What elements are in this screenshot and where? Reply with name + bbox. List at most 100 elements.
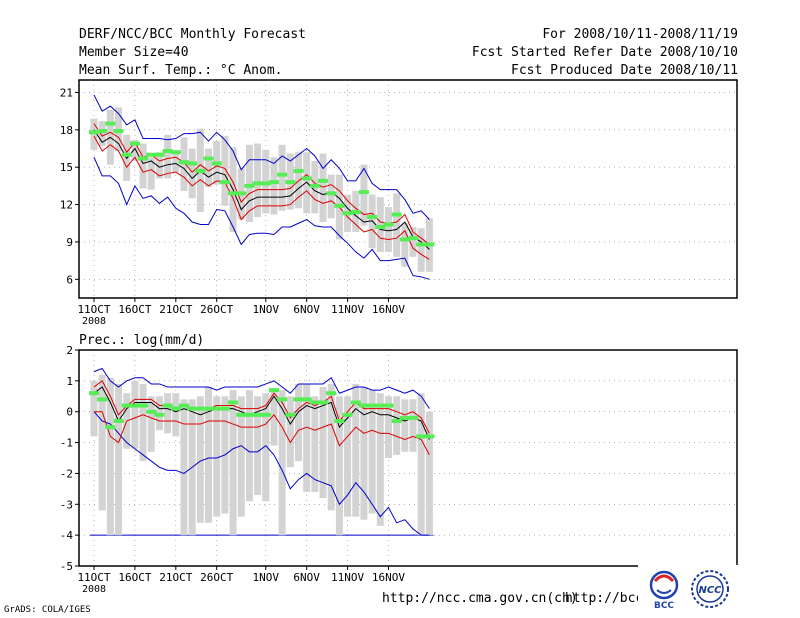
prec-spread-box [278,390,286,536]
temp-median-mark [358,190,369,195]
prec-spread-box [229,390,237,536]
prec-spread-box [180,399,188,536]
prec-spread-box [417,393,425,536]
prec-spread-box [254,396,262,496]
prec-spread-box [106,377,114,536]
prec-x-tick-label: 21OCT [159,571,192,584]
temp-spread-box [376,197,384,252]
prec-median-mark [89,391,99,396]
prec-spread-box [352,383,360,517]
temp-mean-line [93,129,430,250]
temp-spread-box [327,174,335,219]
prec-median-mark [391,418,402,423]
prec-median-mark [252,412,263,417]
prec-panel-title: Prec.: log(mm/d) [79,333,204,348]
prec-x-tick-label: 11NOV [331,571,364,584]
produced-date-label: Fcst Produced Date 2008/10/11 [511,63,738,78]
temp-median-mark [277,172,288,177]
temp-spread-box [360,164,368,226]
prec-spread-box [196,396,204,523]
temp-median-mark [113,129,124,134]
temp-median-mark [375,224,386,229]
prec-median-mark [375,403,386,408]
prec-median-mark [268,388,279,393]
temp-x-tick-label: 16NOV [372,303,405,316]
temp-median-mark [391,212,402,217]
prec-median-mark [211,406,222,411]
agency-logos: BCC NCC [638,565,738,615]
temp-y-tick-label: 9 [66,236,73,249]
started-date-label: Fcst Started Refer Date 2008/10/10 [471,45,738,60]
temp-spread-box [98,121,106,147]
prec-y-tick-label: -1 [60,437,73,450]
temp-x-tick-label: 21OCT [159,303,192,316]
temp-median-mark [318,178,329,183]
prec-median-mark [367,403,378,408]
prec-median-mark [293,397,304,402]
temp-y-tick-label: 18 [60,124,73,137]
temp-x-tick-label: 6NOV [293,303,320,316]
prec-spread-box [139,383,147,462]
temp-spread-box [401,223,409,267]
ncc-logo-icon: NCC [691,570,729,608]
prec-spread-box [319,387,327,499]
prec-spread-box [409,399,417,452]
temp-median-mark [268,180,279,185]
temp-median-mark [154,152,165,157]
prec-spread-box [401,399,409,452]
temp-inner-lower-line [93,135,430,260]
prec-median-mark [187,406,198,411]
temp-spread-box [417,228,425,272]
prec-median-mark [334,418,345,423]
prec-x-tick-label: 6NOV [293,571,320,584]
prec-y-tick-label: 1 [66,375,73,388]
temp-spread-box [384,207,392,252]
prec-spread-box [115,383,123,536]
prec-median-mark [424,434,435,439]
prec-spread-box [147,396,155,452]
prec-spread-box [245,390,253,502]
prec-spread-box [376,393,384,526]
prec-inner-upper-line [93,380,430,434]
temp-y-tick-label: 6 [66,273,73,286]
prec-median-mark [309,400,320,405]
temp-spread-box [221,136,229,206]
temp-median-mark [228,191,239,196]
prec-spread-box [90,380,98,437]
prec-spread-box [303,383,311,492]
prec-median-mark [113,418,124,423]
prec-median-mark [228,400,239,405]
prec-median-mark [97,397,108,402]
bcc-url-text: http://bcc.c [565,591,659,606]
prec-outer-upper-line [93,367,430,409]
prec-spread-box [335,396,343,536]
temp-spread-box [393,193,401,257]
temp-median-mark [236,191,247,196]
ncc-logo-label: NCC [698,585,722,596]
temp-median-mark [408,236,419,241]
prec-x-tick-label: 1NOV [253,571,280,584]
prec-spread-box [131,380,139,449]
prec-median-mark [129,403,140,408]
temp-spread-box [319,153,327,223]
temp-median-mark [138,156,149,161]
member-size-label: Member Size=40 [79,45,189,60]
temp-median-mark [162,149,173,154]
temp-median-mark [170,150,181,155]
prec-y-tick-label: 0 [66,406,73,419]
temp-y-tick-label: 21 [60,86,73,99]
prec-median-mark [277,397,288,402]
temp-spread-box [205,148,213,188]
prec-spread-box [311,396,319,492]
temp-spread-box [139,143,147,189]
prec-x-tick-label: 26OCT [200,571,233,584]
prec-median-mark [408,415,419,420]
temp-median-mark [105,121,116,126]
temp-spread-box [409,226,417,257]
temp-median-mark [334,203,345,208]
prec-median-mark [416,434,427,439]
bcc-logo-icon: BCC [649,570,679,611]
prec-median-mark [260,412,271,417]
prec-x-tick-label: 16OCT [118,571,151,584]
